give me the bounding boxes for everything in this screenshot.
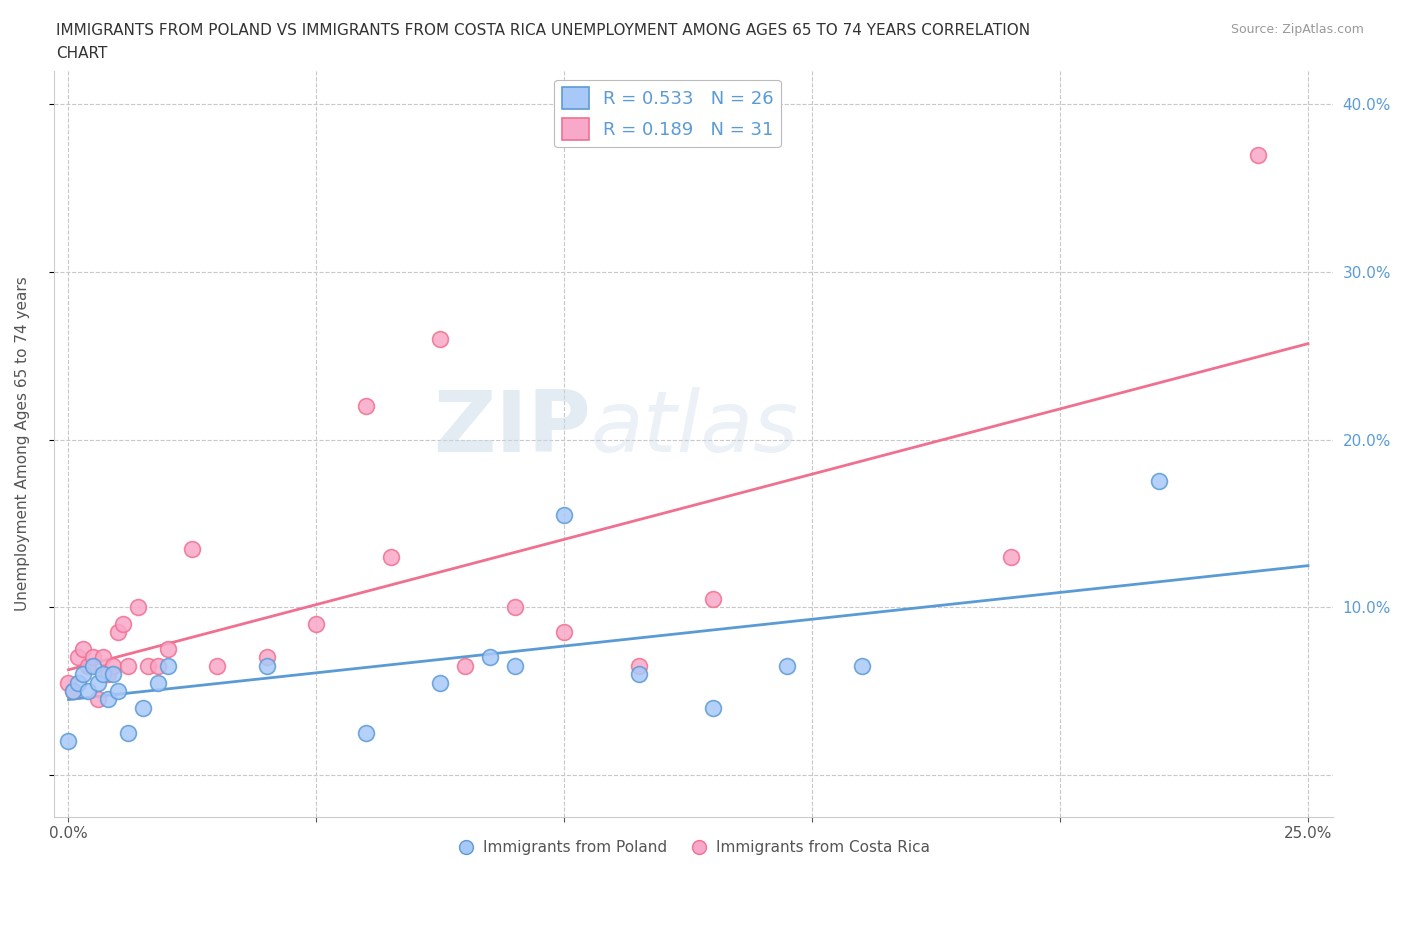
Point — [97, 667, 120, 682]
Point — [146, 675, 169, 690]
Point — [181, 541, 204, 556]
Point — [111, 617, 134, 631]
Point — [553, 508, 575, 523]
Point — [305, 617, 328, 631]
Text: ZIP: ZIP — [433, 387, 591, 471]
Point — [87, 692, 110, 707]
Point — [354, 399, 377, 414]
Point — [127, 600, 149, 615]
Point — [132, 700, 155, 715]
Point — [101, 658, 124, 673]
Y-axis label: Unemployment Among Ages 65 to 74 years: Unemployment Among Ages 65 to 74 years — [15, 276, 30, 611]
Point — [1247, 147, 1270, 162]
Point — [478, 650, 501, 665]
Point — [107, 684, 129, 698]
Point — [91, 650, 114, 665]
Point — [107, 625, 129, 640]
Point — [1149, 474, 1171, 489]
Point — [627, 658, 650, 673]
Point — [702, 591, 724, 606]
Point — [58, 675, 80, 690]
Point — [156, 658, 179, 673]
Point — [553, 625, 575, 640]
Point — [62, 684, 84, 698]
Point — [380, 550, 402, 565]
Point — [851, 658, 873, 673]
Point — [72, 667, 94, 682]
Point — [156, 642, 179, 657]
Point — [354, 725, 377, 740]
Text: Source: ZipAtlas.com: Source: ZipAtlas.com — [1230, 23, 1364, 36]
Point — [205, 658, 228, 673]
Point — [1000, 550, 1022, 565]
Point — [62, 684, 84, 698]
Point — [97, 692, 120, 707]
Point — [454, 658, 477, 673]
Point — [503, 658, 526, 673]
Point — [91, 667, 114, 682]
Point — [77, 658, 100, 673]
Point — [429, 332, 451, 347]
Point — [503, 600, 526, 615]
Point — [146, 658, 169, 673]
Legend: Immigrants from Poland, Immigrants from Costa Rica: Immigrants from Poland, Immigrants from … — [450, 834, 936, 861]
Text: IMMIGRANTS FROM POLAND VS IMMIGRANTS FROM COSTA RICA UNEMPLOYMENT AMONG AGES 65 : IMMIGRANTS FROM POLAND VS IMMIGRANTS FRO… — [56, 23, 1031, 38]
Point — [67, 650, 90, 665]
Point — [776, 658, 799, 673]
Point — [256, 650, 278, 665]
Point — [101, 667, 124, 682]
Text: atlas: atlas — [591, 387, 799, 471]
Point — [429, 675, 451, 690]
Point — [58, 734, 80, 749]
Point — [136, 658, 159, 673]
Point — [82, 650, 104, 665]
Point — [627, 667, 650, 682]
Point — [77, 684, 100, 698]
Point — [67, 675, 90, 690]
Point — [82, 658, 104, 673]
Point — [72, 642, 94, 657]
Point — [256, 658, 278, 673]
Text: CHART: CHART — [56, 46, 108, 61]
Point — [87, 675, 110, 690]
Point — [117, 658, 139, 673]
Point — [702, 700, 724, 715]
Point — [117, 725, 139, 740]
